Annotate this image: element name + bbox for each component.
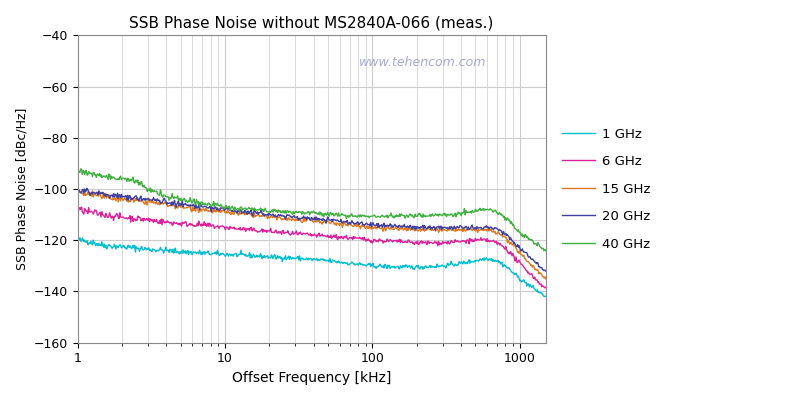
40 GHz	[76, 166, 86, 171]
1 GHz	[386, 265, 396, 270]
15 GHz	[286, 217, 295, 222]
Line: 40 GHz: 40 GHz	[78, 169, 546, 251]
6 GHz	[426, 240, 436, 245]
1 GHz	[541, 294, 550, 299]
6 GHz	[540, 286, 550, 290]
6 GHz	[73, 206, 82, 210]
6 GHz	[77, 205, 86, 210]
6 GHz	[194, 219, 203, 224]
15 GHz	[73, 189, 82, 194]
1 GHz	[539, 294, 549, 299]
40 GHz	[539, 248, 549, 253]
1 GHz	[157, 248, 166, 252]
Line: 15 GHz: 15 GHz	[78, 190, 546, 279]
6 GHz	[157, 217, 166, 222]
20 GHz	[193, 205, 202, 210]
1 GHz	[194, 252, 203, 256]
40 GHz	[426, 214, 436, 219]
20 GHz	[73, 183, 82, 188]
Line: 6 GHz: 6 GHz	[78, 207, 546, 288]
20 GHz	[426, 223, 435, 228]
6 GHz	[286, 233, 295, 238]
40 GHz	[386, 210, 396, 215]
Line: 1 GHz: 1 GHz	[78, 238, 546, 296]
Y-axis label: SSB Phase Noise [dBc/Hz]: SSB Phase Noise [dBc/Hz]	[15, 108, 28, 270]
15 GHz	[541, 276, 550, 281]
15 GHz	[426, 228, 436, 232]
1 GHz	[286, 254, 295, 259]
20 GHz	[349, 220, 358, 225]
1 GHz	[73, 237, 82, 242]
20 GHz	[386, 221, 395, 226]
15 GHz	[350, 223, 359, 228]
1 GHz	[75, 236, 85, 240]
40 GHz	[350, 214, 359, 218]
20 GHz	[541, 268, 550, 273]
Text: www.tehencom.com: www.tehencom.com	[358, 56, 486, 69]
6 GHz	[350, 236, 359, 241]
6 GHz	[386, 238, 396, 242]
Legend: 1 GHz, 6 GHz, 15 GHz, 20 GHz, 40 GHz: 1 GHz, 6 GHz, 15 GHz, 20 GHz, 40 GHz	[557, 122, 655, 256]
15 GHz	[194, 210, 203, 215]
15 GHz	[80, 188, 90, 192]
X-axis label: Offset Frequency [kHz]: Offset Frequency [kHz]	[232, 371, 391, 385]
1 GHz	[350, 262, 359, 266]
40 GHz	[73, 170, 82, 175]
20 GHz	[156, 201, 166, 206]
15 GHz	[386, 224, 396, 229]
40 GHz	[157, 190, 166, 195]
40 GHz	[541, 248, 550, 253]
6 GHz	[541, 285, 550, 290]
15 GHz	[157, 201, 166, 206]
Title: SSB Phase Noise without MS2840A-066 (meas.): SSB Phase Noise without MS2840A-066 (mea…	[130, 15, 494, 30]
1 GHz	[426, 265, 436, 270]
20 GHz	[285, 213, 294, 218]
Line: 20 GHz: 20 GHz	[78, 186, 546, 271]
40 GHz	[286, 209, 295, 214]
40 GHz	[194, 199, 203, 204]
